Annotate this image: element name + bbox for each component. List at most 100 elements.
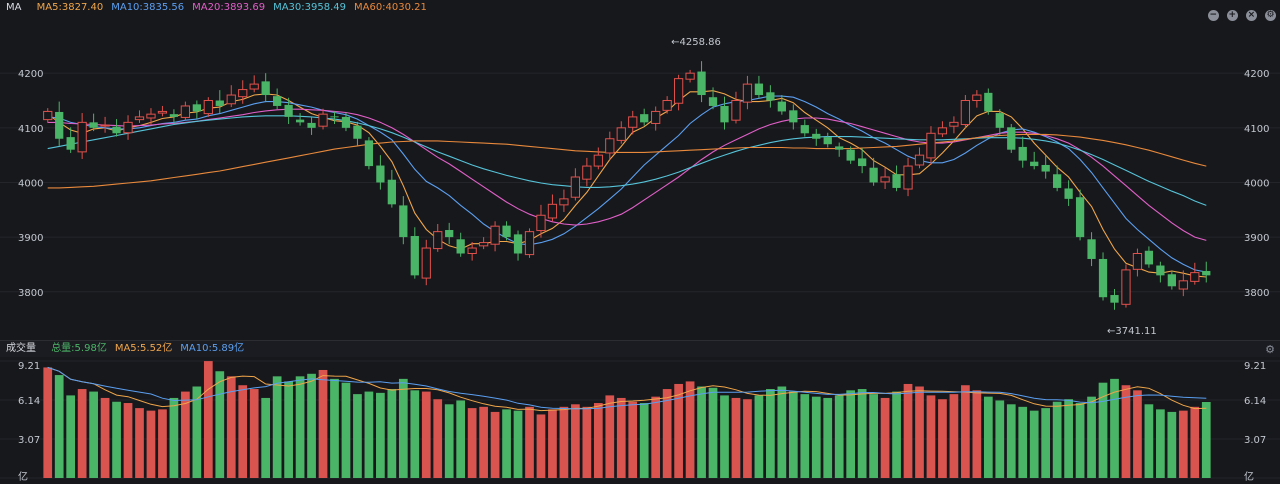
candle-body-16 [226,94,236,105]
plus-icon[interactable]: + [1226,10,1238,21]
price-annotation-1: ←3741.11 [1107,326,1157,337]
volume-bar-94 [1121,385,1131,478]
main-indicator-name[interactable]: MA [6,2,22,13]
volume-bar-11 [169,397,179,478]
candle-body-25 [330,116,339,118]
volume-bar-50 [616,397,626,478]
volume-bar-90 [1075,403,1085,478]
candle-body-30 [387,179,396,205]
volume-bar-86 [1029,410,1039,478]
candle-body-87 [1041,164,1050,172]
volume-bar-10 [158,409,167,478]
volume-bar-19 [261,397,271,478]
candle-body-14 [203,100,213,115]
minus-icon[interactable]: − [1207,10,1219,21]
price-tick-left-3: 3900 [18,233,43,244]
candle-body-74 [892,174,901,188]
candle-body-73 [880,176,890,183]
volume-bar-37 [467,408,477,478]
candle-body-36 [456,239,465,254]
candle-body-3 [77,121,87,153]
candle-body-101 [1202,270,1211,276]
volume-bar-40 [502,409,511,478]
volume-bar-76 [915,386,924,478]
volume-bar-48 [593,403,603,478]
price-tick-right-2: 4000 [1244,178,1269,189]
candle-body-54 [662,100,672,111]
volume-bar-85 [1018,406,1028,478]
volume-tick-right-1: 6.14 [1244,396,1266,407]
volume-bar-68 [823,397,833,478]
volume-bar-95 [1133,390,1142,478]
candle-body-98 [1167,274,1176,287]
volume-bar-55 [674,383,683,478]
volume-legend-item-1: MA5:5.52亿 [114,343,173,354]
volume-bars [43,361,1211,478]
volume-tick-right-0: 9.21 [1244,361,1266,372]
volume-bar-88 [1052,401,1062,478]
candle-body-86 [1030,161,1039,167]
candle-body-6 [112,126,121,134]
volume-bar-51 [628,401,638,478]
candle-body-7 [123,121,133,134]
main-legend-item-4: MA60:4030.21 [353,2,427,13]
volume-ma-lines [47,366,1207,412]
axis-ticks: 4200 4200 4100 4100 4000 4000 3900 3900 3800 3800… [18,69,1269,483]
volume-bar-47 [582,406,592,478]
volume-bar-25 [330,378,339,478]
volume-bar-98 [1167,411,1177,478]
candle-body-78 [937,127,948,135]
volume-bar-30 [387,389,397,478]
price-tick-right-4: 3800 [1244,288,1269,299]
volume-bar-21 [284,381,293,478]
candle-body-55 [673,78,684,104]
volume-bar-35 [444,404,454,478]
candle-body-82 [984,92,993,112]
candle-body-45 [559,198,569,206]
close-icon[interactable]: × [1245,10,1257,21]
volume-bar-65 [788,391,798,478]
volume-bar-34 [433,399,443,478]
candle-body-62 [754,83,764,96]
main-legend-item-0: MA5:3827.40 [36,2,104,13]
volume-bar-81 [972,390,982,478]
candle-body-60 [731,100,741,121]
candle-body-53 [651,110,661,124]
candle-body-76 [914,154,925,166]
volume-bar-83 [995,400,1005,478]
volume-bar-18 [249,389,259,478]
volume-bar-80 [961,385,970,478]
candle-body-42 [524,231,535,256]
volume-bar-41 [513,410,523,478]
volume-bar-12 [181,391,190,478]
volume-bar-75 [903,383,913,478]
candle-body-47 [582,165,592,180]
main-legend: MA MA5:3827.40 MA10:3835.56 MA20:3893.69 MA… [0,0,1280,16]
volume-bar-84 [1006,404,1016,478]
volume-bar-39 [490,411,500,478]
ma-line-ma10 [47,95,1207,273]
volume-bar-87 [1041,408,1051,478]
candle-body-17 [238,89,248,98]
candle-body-64 [777,101,786,112]
volume-bar-82 [983,396,993,478]
candle-body-81 [972,94,982,101]
volume-bar-64 [777,386,787,478]
candle-body-57 [697,71,706,96]
volume-bar-36 [456,400,466,478]
volume-indicator-name[interactable]: 成交量 [6,343,36,354]
volume-bar-97 [1156,409,1165,478]
candle-body-79 [949,121,959,127]
candle-body-68 [823,137,832,145]
settings-icon[interactable]: ⚙ [1265,10,1276,21]
candle-body-11 [169,114,179,117]
ma-line-ma5 [47,90,1207,278]
candle-body-70 [846,149,855,161]
candle-body-51 [628,116,638,128]
candle-body-72 [869,167,878,183]
volume-tick-left-0: 9.21 [18,361,40,372]
candle-body-8 [134,116,145,121]
candle-body-1 [55,111,64,139]
volume-settings-icon[interactable]: ⚙ [1265,343,1275,356]
